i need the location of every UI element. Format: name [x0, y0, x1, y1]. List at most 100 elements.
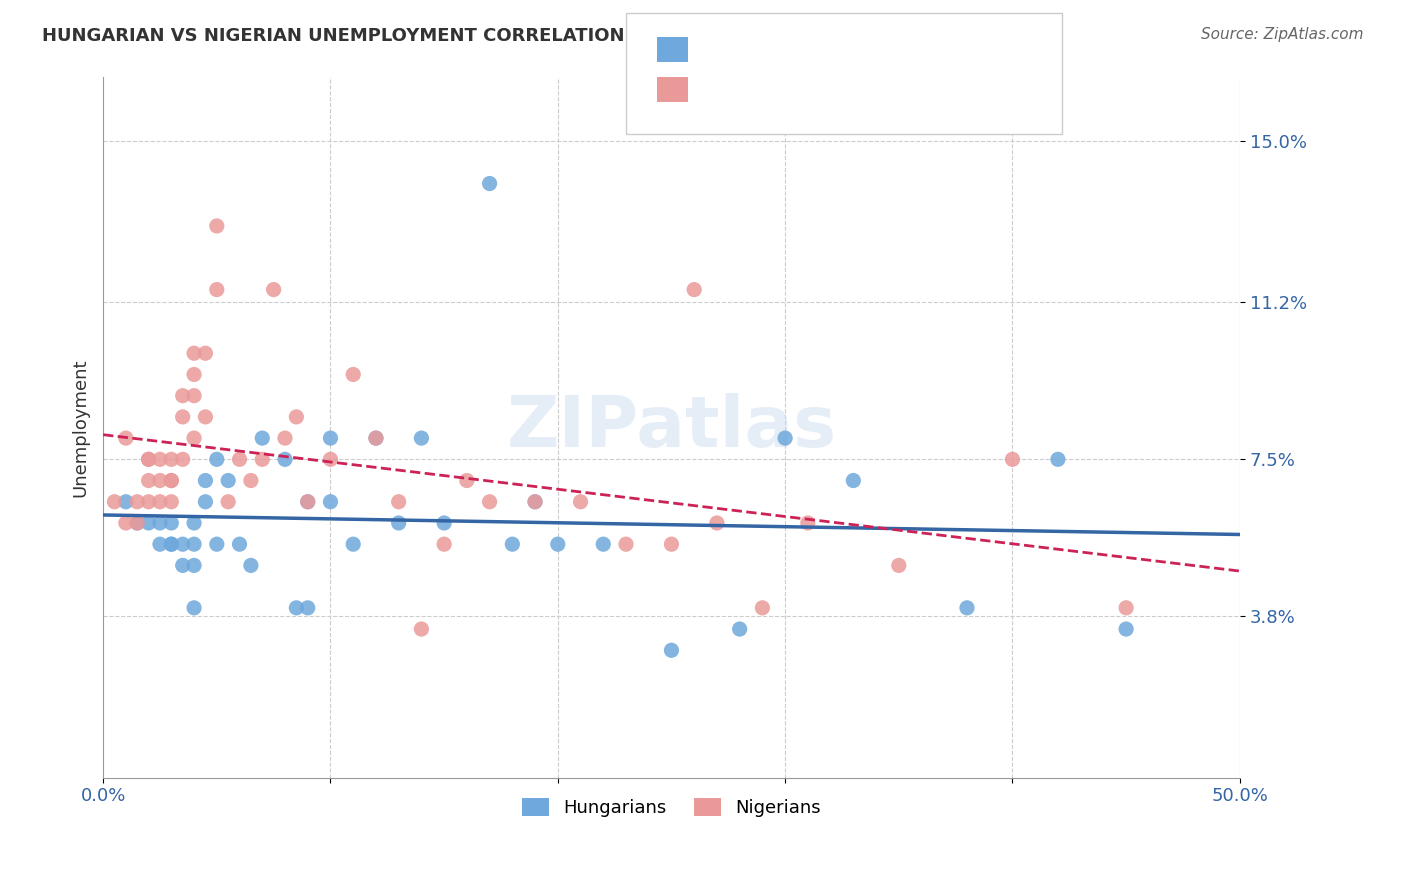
Point: [115, 431, 138, 445]
Point: [524, 495, 547, 509]
Point: [319, 431, 342, 445]
Point: [194, 409, 217, 424]
Point: [160, 516, 183, 530]
Point: [194, 495, 217, 509]
Point: [297, 495, 319, 509]
Point: [274, 452, 297, 467]
Point: [364, 431, 387, 445]
Text: Source: ZipAtlas.com: Source: ZipAtlas.com: [1201, 27, 1364, 42]
Point: [706, 516, 728, 530]
Point: [172, 389, 194, 403]
Point: [263, 283, 285, 297]
Point: [411, 622, 433, 636]
Point: [411, 431, 433, 445]
Point: [160, 537, 183, 551]
Point: [160, 537, 183, 551]
Point: [217, 495, 239, 509]
Point: [569, 495, 592, 509]
Text: 45: 45: [846, 38, 872, 56]
Point: [149, 452, 172, 467]
Point: [149, 537, 172, 551]
Point: [773, 431, 796, 445]
Point: [183, 558, 205, 573]
Point: [127, 495, 149, 509]
Point: [172, 452, 194, 467]
Point: [252, 431, 274, 445]
Point: [319, 452, 342, 467]
Point: [887, 558, 910, 573]
Point: [172, 537, 194, 551]
Point: [297, 495, 319, 509]
Point: [388, 516, 411, 530]
Text: N =: N =: [804, 78, 844, 96]
Point: [172, 409, 194, 424]
Point: [297, 600, 319, 615]
Point: [478, 177, 501, 191]
Text: R =: R =: [699, 78, 738, 96]
Point: [183, 389, 205, 403]
Point: [205, 283, 228, 297]
Text: HUNGARIAN VS NIGERIAN UNEMPLOYMENT CORRELATION CHART: HUNGARIAN VS NIGERIAN UNEMPLOYMENT CORRE…: [42, 27, 699, 45]
Point: [138, 474, 160, 488]
Point: [728, 622, 751, 636]
Point: [478, 495, 501, 509]
Point: [501, 537, 523, 551]
Point: [205, 219, 228, 233]
Point: [149, 495, 172, 509]
Point: [285, 600, 308, 615]
Point: [183, 600, 205, 615]
Text: 0.190: 0.190: [741, 38, 797, 56]
Point: [239, 474, 262, 488]
Point: [342, 537, 364, 551]
Text: 54: 54: [846, 78, 872, 96]
Point: [285, 409, 308, 424]
Point: [103, 495, 125, 509]
Point: [683, 283, 706, 297]
Point: [138, 452, 160, 467]
Point: [592, 537, 614, 551]
Point: [127, 516, 149, 530]
Point: [524, 495, 547, 509]
Point: [160, 495, 183, 509]
Point: [228, 452, 250, 467]
Point: [217, 474, 239, 488]
Point: [138, 516, 160, 530]
Point: [172, 558, 194, 573]
Point: [614, 537, 637, 551]
Point: [183, 516, 205, 530]
Point: [183, 346, 205, 360]
Point: [183, 368, 205, 382]
Point: [319, 495, 342, 509]
Text: N =: N =: [804, 38, 844, 56]
Point: [274, 431, 297, 445]
Point: [1001, 452, 1024, 467]
Point: [1115, 600, 1137, 615]
Point: [160, 474, 183, 488]
Point: [1046, 452, 1069, 467]
Point: [661, 643, 683, 657]
Point: [115, 516, 138, 530]
Point: [1115, 622, 1137, 636]
Point: [149, 516, 172, 530]
Point: [138, 452, 160, 467]
Point: [194, 346, 217, 360]
Point: [661, 537, 683, 551]
Text: 0.088: 0.088: [741, 78, 799, 96]
Point: [183, 431, 205, 445]
Point: [205, 537, 228, 551]
Point: [239, 558, 262, 573]
Y-axis label: Unemployment: Unemployment: [72, 359, 89, 497]
Point: [342, 368, 364, 382]
Point: [183, 537, 205, 551]
Point: [160, 452, 183, 467]
Point: [160, 474, 183, 488]
Point: [364, 431, 387, 445]
Point: [547, 537, 569, 551]
Point: [751, 600, 773, 615]
Point: [842, 474, 865, 488]
Point: [205, 452, 228, 467]
Point: [194, 474, 217, 488]
Point: [956, 600, 979, 615]
Point: [138, 495, 160, 509]
Point: [127, 516, 149, 530]
